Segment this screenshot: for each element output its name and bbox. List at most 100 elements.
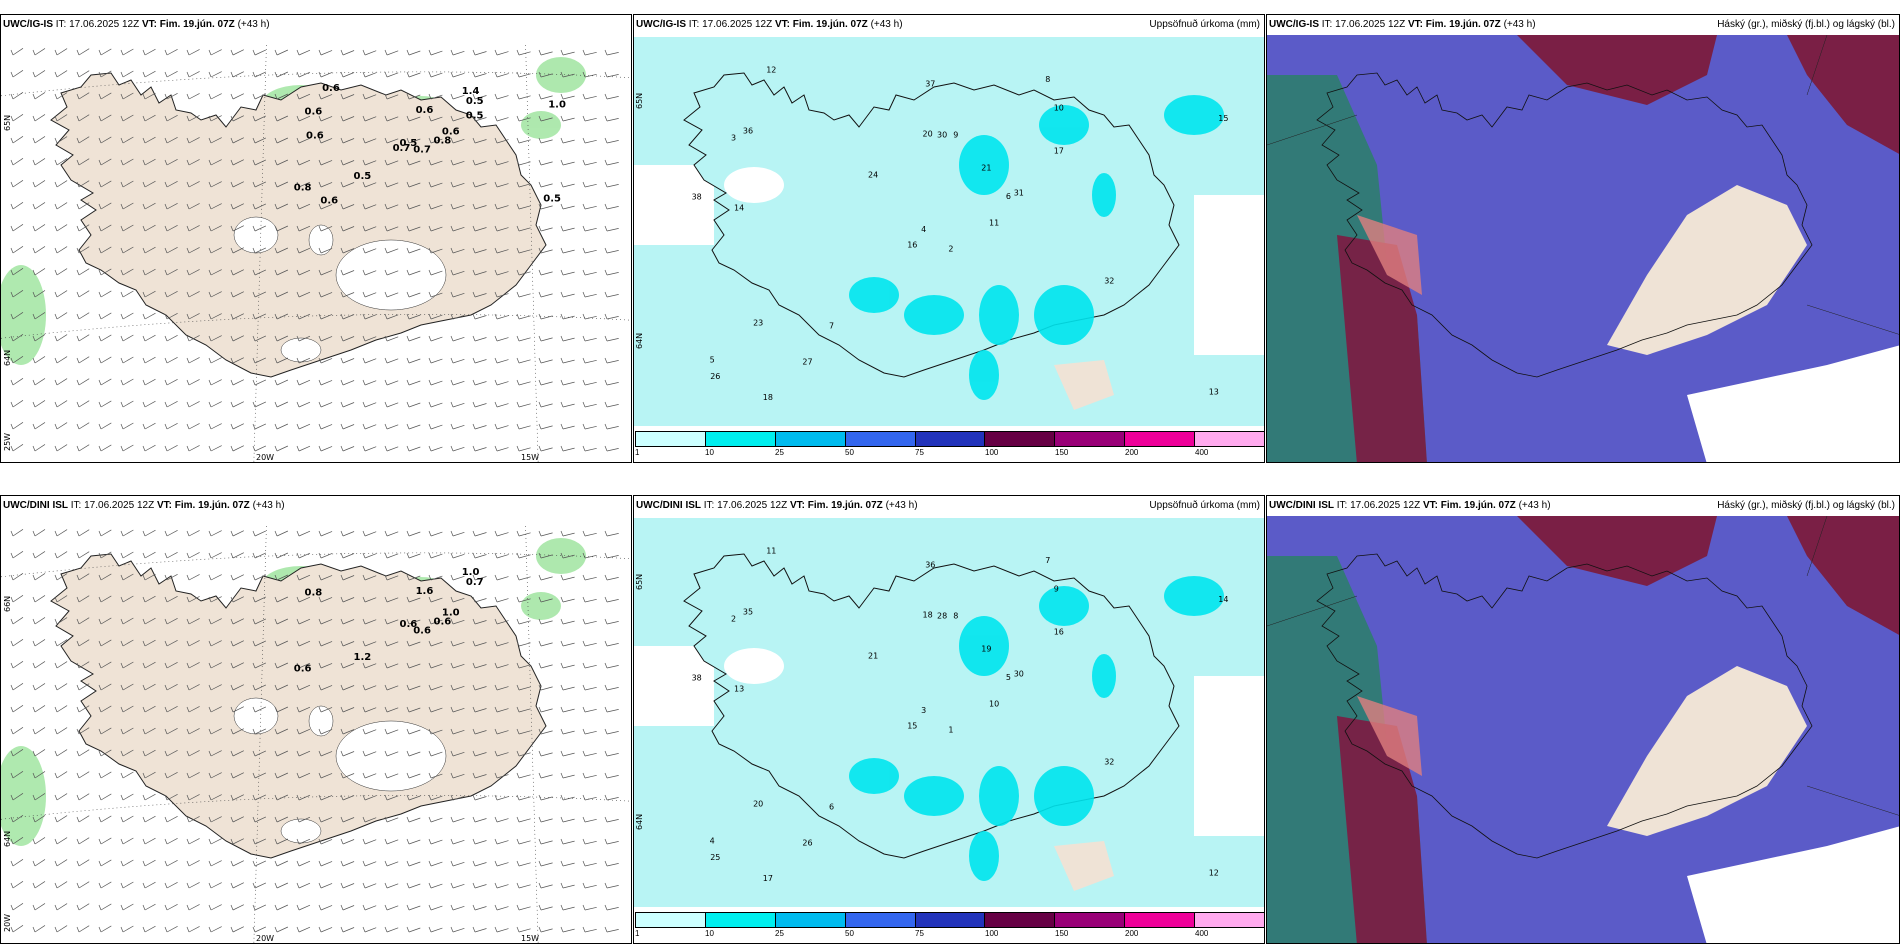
- colorbar-swatch: [1125, 432, 1196, 446]
- value-label: 1.2: [354, 652, 372, 663]
- colorbar-swatch: [705, 432, 776, 446]
- value-label: 16: [1054, 627, 1064, 636]
- value-label: 1: [948, 725, 953, 734]
- value-label: 0.6: [322, 83, 340, 94]
- value-label: 4: [921, 225, 926, 234]
- colorbar-swatch: [636, 913, 706, 927]
- value-label: 5: [1006, 673, 1011, 682]
- colorbar-tick: 100: [985, 448, 999, 457]
- panel-subtitle: Uppsöfnuð úrkoma (mm): [1149, 19, 1260, 30]
- value-label: 10: [989, 700, 999, 709]
- value-label: 7: [829, 321, 834, 330]
- value-label: 9: [1054, 584, 1059, 593]
- panel-subtitle: Háský (gr.), miðský (fj.bl.) og lágský (…: [1717, 500, 1895, 511]
- value-label: 0.7: [466, 577, 484, 588]
- colorbar-tick: 1: [635, 929, 640, 938]
- value-label: 32: [1104, 758, 1114, 767]
- value-label: 0.5: [466, 111, 484, 122]
- value-label: 9: [953, 130, 958, 139]
- value-label: 18: [763, 393, 773, 402]
- value-label: 38: [692, 192, 702, 201]
- value-label: 17: [1054, 146, 1064, 155]
- value-label: 4: [710, 837, 715, 846]
- precip-colorbar: 1 10 25 50 75 100 150 200 400: [635, 912, 1264, 942]
- precip-map: 2345678910111213141516171820212324262730…: [634, 37, 1264, 426]
- colorbar-swatch: [985, 432, 1056, 446]
- value-label: 19: [981, 645, 991, 654]
- panel-wind-igis: UWC/IG-IS IT: 17.06.2025 12Z VT: Fim. 19…: [0, 14, 632, 463]
- panel-subtitle: Háský (gr.), miðský (fj.bl.) og lágský (…: [1717, 19, 1895, 30]
- iceland-landmass: [50, 553, 547, 859]
- value-label: 0.7: [393, 143, 411, 154]
- value-label: 1.6: [416, 586, 434, 597]
- colorbar-tick: 50: [845, 448, 854, 457]
- value-label: 0.7: [413, 144, 431, 155]
- grid-label: 15W: [521, 453, 539, 462]
- colorbar-tick: 25: [775, 929, 784, 938]
- value-label: 0.5: [466, 96, 484, 107]
- value-label: 0.5: [400, 138, 418, 149]
- value-label: 32: [1104, 277, 1114, 286]
- value-label: 0.8: [305, 587, 323, 598]
- panel-precip-igis: UWC/IG-IS IT: 17.06.2025 12Z VT: Fim. 19…: [633, 14, 1265, 463]
- value-label: 0.6: [305, 106, 323, 117]
- value-label: 3: [731, 133, 736, 142]
- colorbar-swatch: [636, 432, 706, 446]
- value-label: 12: [1209, 869, 1219, 878]
- colorbar-swatch: [1055, 913, 1126, 927]
- value-label: 26: [802, 838, 812, 847]
- value-label: 2: [948, 244, 953, 253]
- panel-subtitle: Uppsöfnuð úrkoma (mm): [1149, 500, 1260, 511]
- colorbar-swatch: [775, 432, 846, 446]
- precip-colorbar: 1 10 25 50 75 100 150 200 400: [635, 431, 1264, 461]
- colorbar-swatch: [915, 432, 986, 446]
- value-label: 13: [1209, 388, 1219, 397]
- value-label: 7: [1045, 556, 1050, 565]
- value-label: 21: [868, 652, 878, 661]
- cloud-map: [1267, 34, 1899, 462]
- value-label: 31: [1014, 189, 1024, 198]
- colorbar-swatch: [705, 913, 776, 927]
- colorbar-swatch: [1125, 913, 1196, 927]
- value-label: 35: [743, 607, 753, 616]
- value-label: 1.0: [442, 607, 460, 618]
- value-label: 27: [802, 357, 812, 366]
- colorbar-swatch: [1195, 432, 1264, 446]
- value-label: 1.0: [462, 567, 480, 578]
- value-label: 11: [989, 219, 999, 228]
- precip-map: 1234567891011121314151617181920212526283…: [634, 518, 1264, 907]
- value-label: 0.6: [434, 617, 452, 628]
- value-label: 6: [1006, 192, 1011, 201]
- colorbar-tick: 25: [775, 448, 784, 457]
- value-label: 0.6: [294, 664, 312, 675]
- value-label: 1.4: [462, 86, 480, 97]
- value-label: 23: [753, 319, 763, 328]
- value-label: 21: [981, 164, 991, 173]
- colorbar-swatch: [985, 913, 1056, 927]
- value-label: 0.6: [306, 130, 324, 141]
- colorbar-tick: 1: [635, 448, 640, 457]
- panel-wind-dini: UWC/DINI ISL IT: 17.06.2025 12Z VT: Fim.…: [0, 495, 632, 944]
- value-label: 8: [1045, 75, 1050, 84]
- value-label: 2: [731, 614, 736, 623]
- grid-label: 20W: [3, 914, 12, 932]
- value-label: 26: [710, 372, 720, 381]
- value-label: 38: [692, 673, 702, 682]
- value-label: 0.6: [442, 126, 460, 137]
- value-label: 25: [710, 853, 720, 862]
- value-label: 15: [1218, 114, 1228, 123]
- value-label: 0.6: [400, 619, 418, 630]
- value-label: 12: [766, 66, 776, 75]
- grid-label: 20W: [256, 453, 274, 462]
- grid-label: 64N: [635, 814, 644, 830]
- colorbar-swatch: [845, 432, 916, 446]
- value-label: 14: [734, 204, 744, 213]
- panel-title: UWC/IG-IS IT: 17.06.2025 12Z VT: Fim. 19…: [3, 19, 270, 30]
- iceland-outline: [1316, 72, 1813, 378]
- grid-label: 65N: [3, 115, 12, 131]
- value-label: 6: [829, 802, 834, 811]
- colorbar-tick: 50: [845, 929, 854, 938]
- colorbar-swatch: [915, 913, 986, 927]
- value-label: 20: [753, 800, 763, 809]
